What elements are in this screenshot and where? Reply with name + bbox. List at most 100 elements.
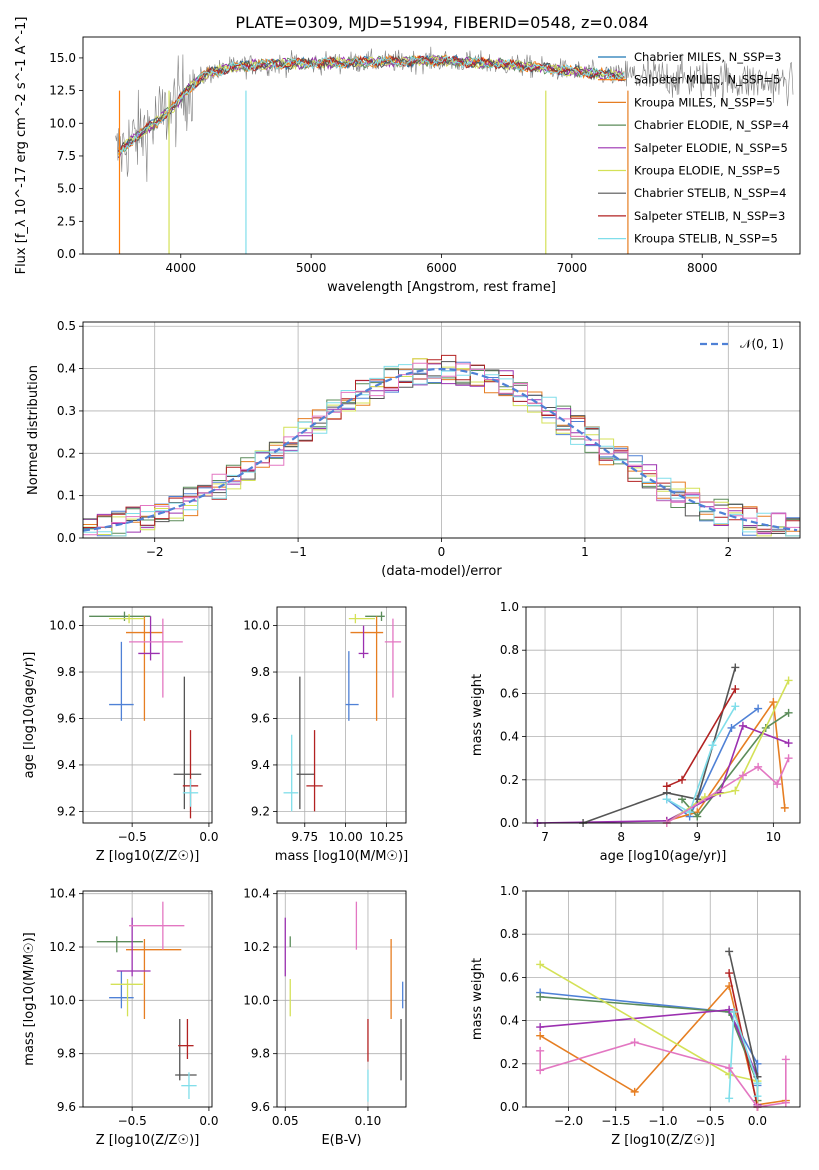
model-spectrum-line [118,55,625,155]
weight-point-marker [769,698,778,707]
x-tick-label: 4000 [165,261,196,275]
mass-vs-ebv-panel: 0.05 0.10 9.6 9.8 10.0 10.2 10.4 E(B-V) [243,887,407,1148]
weight-point-marker [784,739,793,748]
x-tick-label: 6000 [426,261,457,275]
x-tick-label: 10 [766,830,781,844]
age-vs-metallicity-panel: −0.5 0.0 9.2 9.4 9.6 9.8 10.0 Z [log10(Z/Z☉)] ag… [22,606,218,864]
weight-series-line [666,699,786,822]
weight-point-marker [781,1098,790,1107]
axes-frame [525,890,801,1108]
y-tick-label: 9.2 [57,804,76,818]
weight-point-marker [725,1005,734,1014]
legend-entry: Kroupa MILES, N_SSP=5 [634,95,773,109]
weight-point-marker [731,786,740,795]
y-tick-label: 9.6 [57,711,76,725]
weight-point-marker [662,795,671,804]
weight-point-marker [780,803,789,812]
y-axis-label: mass weight [470,958,485,1040]
legend-entry: 𝒩(0, 1) [740,337,784,351]
x-tick-label: 2 [724,545,732,559]
legend-entry: Salpeter MILES, N_SSP=5 [634,73,780,87]
weight-point-marker [725,969,734,978]
weight-point-marker [662,782,671,791]
axes-frame [276,890,407,1108]
y-tick-label: 0.2 [500,1057,519,1071]
x-tick-label: 0.0 [199,1114,218,1128]
y-tick-label: 10.4 [243,887,270,901]
x-tick-label: 10.25 [369,830,403,844]
x-tick-label: 0.0 [748,1114,767,1128]
model-spectrum-line [117,54,625,154]
x-tick-label: 0.0 [199,830,218,844]
y-tick-label: 0.8 [500,927,519,941]
weight-point-marker [725,947,734,956]
spectrum-panel: 4000 5000 6000 7000 8000 0.0 2.5 5.0 7.5 10.0 12.5… [14,17,801,295]
residuals-panel: −2 −1 0 1 2 0.0 0.1 0.2 0.3 0.4 0.5 (data-model)/er… [26,319,801,579]
y-tick-label: 9.8 [57,665,76,679]
x-tick-label: −0.5 [118,1114,147,1128]
x-tick-label: 10.00 [328,830,362,844]
weight-point-marker [738,721,747,730]
axes-frame [276,606,407,824]
weight-point-marker [753,1079,762,1088]
y-tick-label: 9.4 [57,758,76,772]
y-axis-label: Flux [f_λ 10^-17 erg cm^-2 s^-1 A^-1] [14,17,29,275]
x-axis-label: Z [log10(Z/Z☉)] [96,849,200,864]
x-axis-label: (data-model)/error [381,564,502,579]
y-tick-label: 0.5 [57,319,76,333]
x-tick-label: 0 [438,545,446,559]
y-tick-label: 9.8 [57,1047,76,1061]
x-tick-label: 0.10 [355,1114,382,1128]
x-tick-label: 7000 [557,261,588,275]
y-tick-label: 0.2 [500,773,519,787]
y-tick-label: 9.6 [57,1100,76,1114]
weight-point-marker [738,771,747,780]
x-tick-label: 0.05 [272,1114,299,1128]
weight-point-marker [725,1064,734,1073]
y-tick-label: 12.5 [49,84,76,98]
weight-point-marker [693,812,702,821]
weight-point-marker [784,708,793,717]
y-tick-label: 2.5 [57,214,76,228]
axes-frame [525,606,801,824]
x-tick-label: −0.5 [118,830,147,844]
x-tick-label: 5000 [296,261,327,275]
y-tick-label: 10.0 [49,619,76,633]
y-tick-label: 0.1 [57,489,76,503]
y-tick-label: 0.0 [500,1100,519,1114]
weight-series-line [666,705,736,814]
y-tick-label: 0.0 [57,247,76,261]
age-vs-mass-panel: 9.75 10.00 10.25 9.2 9.4 9.6 9.8 10.0 mass [log1… [243,606,408,864]
y-tick-label: 10.4 [49,887,76,901]
weight-point-marker [731,663,740,672]
weight-series-line [582,667,737,824]
legend-entry: Chabrier STELIB, N_SSP=4 [634,186,786,200]
y-tick-label: 9.2 [251,804,270,818]
y-axis-label: age [log10(age/yr)] [22,652,37,779]
weight-point-marker [729,1007,738,1016]
y-tick-label: 10.0 [49,993,76,1007]
x-tick-label: 8000 [687,261,718,275]
y-tick-label: 0.3 [57,404,76,418]
weight-series-line [540,1008,759,1105]
weight-point-marker [753,1092,762,1101]
weight-point-marker [536,1066,545,1075]
y-tick-label: 0.0 [500,816,519,830]
legend-entry: Kroupa ELODIE, N_SSP=5 [634,164,780,178]
model-spectrum-line [117,55,625,158]
histogram-step-line [83,354,800,533]
y-tick-label: 10.0 [243,619,270,633]
y-axis-label: mass [log10(M/M☉)] [22,932,37,1065]
weight-point-marker [754,762,763,771]
axes-frame [82,606,213,824]
y-tick-label: 0.6 [500,686,519,700]
y-axis-label: Normed distribution [26,365,41,495]
legend-entry: Chabrier MILES, N_SSP=3 [634,50,781,64]
weight-point-marker [630,1087,639,1096]
y-tick-label: 0.4 [500,1014,519,1028]
x-tick-label: −1.5 [601,1114,630,1128]
weight-point-marker [784,676,793,685]
x-axis-label: E(B-V) [321,1133,361,1148]
histogram-step-line [83,362,800,536]
